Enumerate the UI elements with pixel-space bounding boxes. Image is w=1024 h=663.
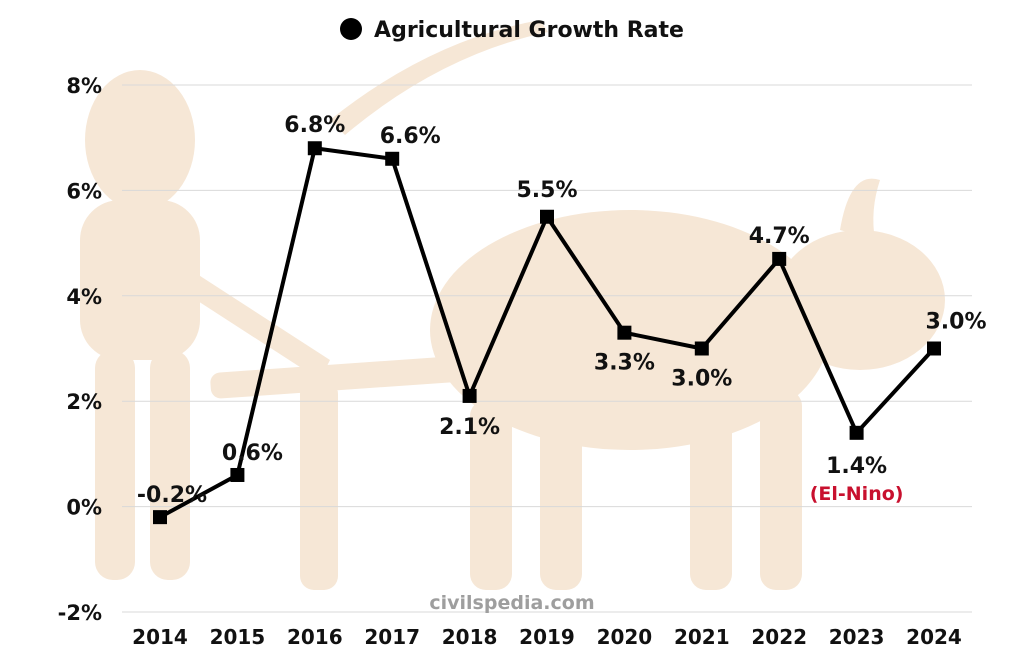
x-tick-label: 2015 (210, 625, 266, 649)
background-illustration (80, 20, 945, 590)
y-tick-label: -2% (58, 601, 102, 625)
data-label: 3.0% (671, 367, 732, 392)
x-tick-label: 2024 (906, 625, 962, 649)
x-tick-label: 2016 (287, 625, 343, 649)
data-label: 0.6% (222, 441, 283, 466)
data-point-marker (540, 209, 554, 224)
data-label: -0.2% (137, 483, 207, 508)
data-label: 3.0% (925, 310, 986, 335)
x-tick-label: 2014 (132, 625, 188, 649)
y-tick-label: 4% (66, 285, 102, 309)
data-point-marker (230, 467, 245, 482)
data-point-marker (849, 425, 864, 440)
data-point-marker (153, 510, 167, 525)
data-label: 1.4% (826, 454, 887, 479)
data-label: 5.5% (516, 178, 577, 203)
chart-legend: Agricultural Growth Rate (0, 18, 1024, 43)
x-tick-label: 2018 (442, 625, 498, 649)
data-point-marker (617, 325, 632, 340)
data-point-marker (694, 341, 709, 356)
y-tick-label: 2% (66, 390, 102, 414)
x-tick-label: 2019 (519, 625, 575, 649)
data-point-marker (385, 151, 400, 166)
x-tick-label: 2023 (829, 625, 885, 649)
x-tick-label: 2017 (364, 625, 420, 649)
y-tick-label: 8% (66, 74, 102, 98)
data-point-marker (927, 341, 941, 356)
data-label: 6.6% (380, 124, 441, 149)
data-point-marker (772, 251, 787, 266)
data-point-marker (462, 388, 477, 403)
watermark: civilspedia.com (429, 592, 595, 614)
legend-marker-circle-icon (340, 18, 363, 40)
data-label: 2.1% (439, 415, 500, 440)
data-point-marker (307, 141, 322, 156)
legend-label: Agricultural Growth Rate (374, 18, 684, 43)
data-label: 3.3% (594, 351, 655, 376)
y-tick-label: 6% (66, 179, 102, 203)
x-tick-label: 2021 (674, 625, 730, 649)
data-label: 6.8% (284, 113, 345, 138)
x-tick-label: 2020 (597, 625, 653, 649)
data-label: 4.7% (749, 224, 810, 249)
annotation-label: (El-Nino) (810, 483, 904, 505)
x-tick-label: 2022 (751, 625, 807, 649)
y-tick-label: 0% (66, 496, 102, 520)
